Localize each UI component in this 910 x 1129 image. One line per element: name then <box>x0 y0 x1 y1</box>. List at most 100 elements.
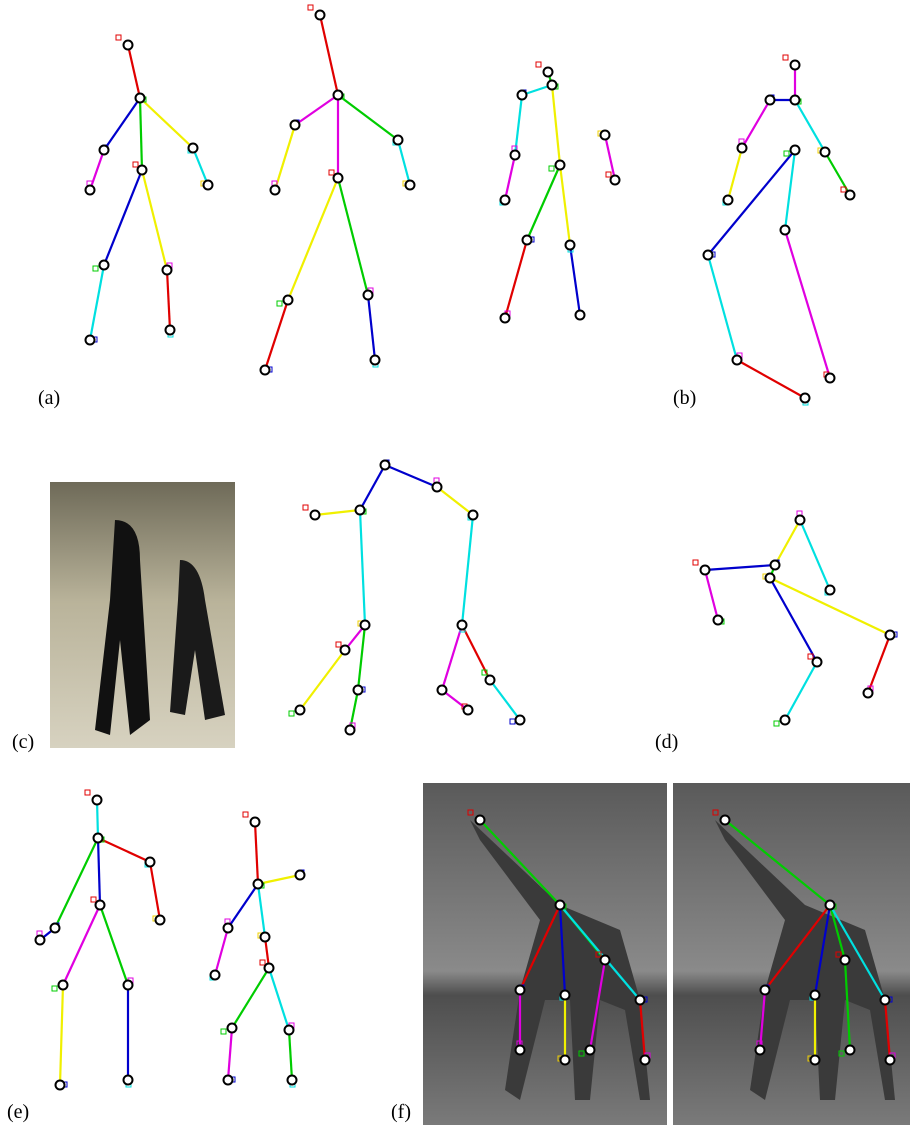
joint <box>761 986 770 995</box>
joint <box>296 706 305 715</box>
panel-label: (e) <box>7 1101 29 1123</box>
sample-marker <box>116 35 121 40</box>
joint <box>813 658 822 667</box>
joint <box>458 621 467 630</box>
joint <box>464 706 473 715</box>
bone <box>104 98 140 150</box>
bone <box>737 360 805 398</box>
sample-marker <box>784 151 789 156</box>
joint <box>801 394 810 403</box>
joint <box>721 816 730 825</box>
joint <box>189 144 198 153</box>
bone <box>228 884 258 928</box>
joint <box>381 461 390 470</box>
joint <box>354 686 363 695</box>
bone <box>258 884 265 937</box>
joint <box>334 91 343 100</box>
joint <box>586 1046 595 1055</box>
joint <box>601 956 610 965</box>
sample-marker <box>549 166 554 171</box>
joint <box>811 1056 820 1065</box>
joint <box>846 191 855 200</box>
joint <box>516 716 525 725</box>
sample-marker <box>221 1029 226 1034</box>
joint <box>864 689 873 698</box>
bone <box>785 662 817 720</box>
bone <box>442 625 462 690</box>
bone <box>98 838 100 905</box>
joint <box>476 816 485 825</box>
bone <box>800 520 830 590</box>
joint <box>261 366 270 375</box>
joint <box>516 1046 525 1055</box>
joint <box>86 186 95 195</box>
joint <box>791 96 800 105</box>
joint <box>724 196 733 205</box>
joint <box>886 631 895 640</box>
sample-marker <box>336 642 341 647</box>
bone <box>785 230 830 378</box>
joint <box>364 291 373 300</box>
sample-marker <box>303 505 308 510</box>
bone <box>358 625 365 690</box>
joint <box>261 933 270 942</box>
joint <box>821 148 830 157</box>
bone <box>785 150 795 230</box>
bone <box>60 985 63 1085</box>
bone <box>505 155 515 200</box>
joint <box>566 241 575 250</box>
bone <box>338 95 398 140</box>
bone <box>437 487 473 515</box>
joint <box>556 901 565 910</box>
sample-marker <box>85 790 90 795</box>
bone <box>140 98 142 170</box>
bone <box>289 1030 292 1080</box>
bone <box>505 240 527 318</box>
joint <box>36 936 45 945</box>
joint <box>438 686 447 695</box>
bone <box>97 800 98 838</box>
joint <box>791 61 800 70</box>
panel-label: (f) <box>391 1101 411 1123</box>
bone <box>275 125 295 190</box>
joint <box>100 146 109 155</box>
bone <box>385 465 437 487</box>
bone <box>150 862 160 920</box>
sample-marker <box>289 711 294 716</box>
bone <box>300 650 345 710</box>
bone <box>705 570 718 620</box>
joint <box>501 314 510 323</box>
bone <box>193 148 208 185</box>
bone <box>228 1028 232 1080</box>
bone <box>255 822 258 884</box>
bone <box>140 98 193 148</box>
joint <box>756 1046 765 1055</box>
joint <box>841 956 850 965</box>
joint <box>100 261 109 270</box>
joint <box>523 236 532 245</box>
joint <box>156 916 165 925</box>
sample-marker <box>52 986 57 991</box>
joint <box>251 818 260 827</box>
bone <box>795 100 825 152</box>
joint <box>356 506 365 515</box>
joint <box>361 621 370 630</box>
sample-marker <box>510 719 515 724</box>
sample-marker <box>277 301 282 306</box>
bone <box>462 515 473 625</box>
joint <box>136 94 145 103</box>
sample-marker <box>606 172 611 177</box>
joint <box>766 574 775 583</box>
joint <box>271 186 280 195</box>
joint <box>826 586 835 595</box>
joint <box>51 924 60 933</box>
joint <box>846 1046 855 1055</box>
joint <box>771 561 780 570</box>
joint <box>311 511 320 520</box>
joint <box>284 296 293 305</box>
joint <box>826 374 835 383</box>
joint <box>138 166 147 175</box>
page: (a) (b) (c) (d) (e) (f) (() => { const d… <box>0 0 910 1129</box>
bone <box>265 300 288 370</box>
joint <box>781 716 790 725</box>
